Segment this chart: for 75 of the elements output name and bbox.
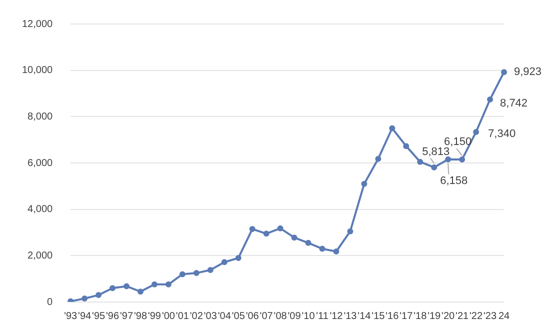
- point: [459, 156, 466, 163]
- point: [445, 156, 452, 162]
- point: [179, 271, 186, 278]
- point: [193, 270, 200, 276]
- x-tick-label: '22: [470, 310, 483, 322]
- point: [207, 267, 214, 274]
- point: [389, 125, 396, 132]
- data-label: 8,742: [500, 98, 528, 110]
- x-tick-label: '15: [372, 310, 386, 322]
- y-tick-label: 8,000: [28, 111, 54, 122]
- x-tick-label: '99: [148, 310, 162, 322]
- y-tick-label: 2,000: [28, 250, 54, 262]
- x-tick-label: '10: [302, 310, 316, 322]
- x-tick-label: '17: [400, 310, 414, 322]
- x-tick-label: '08: [274, 310, 288, 322]
- point: [431, 164, 438, 170]
- x-tick-label: '96: [106, 310, 120, 322]
- point: [361, 180, 368, 187]
- x-tick-label: '13: [344, 310, 358, 322]
- x-tick-label: '07: [260, 310, 274, 322]
- y-tick-label: 10,000: [22, 65, 54, 76]
- y-tick-label: 4,000: [28, 204, 54, 216]
- point: [137, 288, 144, 295]
- x-tick-label: '19: [428, 310, 442, 322]
- x-tick-label: '21: [456, 310, 470, 322]
- data-label: 9,923: [514, 66, 542, 78]
- x-tick-label: '11: [316, 310, 329, 322]
- point: [96, 292, 102, 298]
- x-tick-label: 24: [498, 310, 510, 322]
- x-tick-label: '04: [218, 310, 232, 322]
- x-tick-label: '18: [414, 310, 428, 322]
- point: [165, 281, 172, 288]
- y-tick-label: 0: [47, 296, 54, 308]
- x-tick-label: '06: [246, 310, 260, 322]
- point: [333, 248, 340, 254]
- point: [487, 96, 494, 102]
- point: [417, 158, 424, 165]
- point: [473, 128, 480, 135]
- data-label: 7,340: [488, 128, 516, 140]
- point: [501, 69, 507, 76]
- x-tick-label: '09: [288, 310, 302, 322]
- point: [124, 283, 130, 290]
- y-tick-label: 6,000: [28, 158, 54, 169]
- point: [403, 143, 410, 150]
- point: [110, 285, 116, 292]
- x-tick-label: '01: [176, 310, 190, 322]
- x-tick-label: '93: [64, 310, 78, 322]
- point: [319, 246, 326, 252]
- point: [277, 225, 284, 232]
- x-tick-label: '03: [204, 310, 218, 322]
- point: [151, 281, 158, 288]
- x-tick-label: '00: [162, 310, 176, 322]
- x-tick-label: '12: [330, 310, 344, 322]
- x-tick-label: '95: [92, 310, 106, 322]
- x-tick-label: '16: [386, 310, 400, 322]
- point: [249, 226, 256, 232]
- x-tick-label: '14: [358, 310, 372, 322]
- data-label: 5,813: [422, 146, 450, 158]
- x-tick-label: '23: [483, 310, 497, 322]
- x-tick-label: '20: [442, 310, 456, 322]
- point: [221, 259, 228, 266]
- point: [263, 230, 270, 237]
- x-tick-label: '94: [78, 310, 92, 322]
- x-tick-label: '97: [120, 310, 134, 322]
- x-tick-label: '98: [134, 310, 148, 322]
- point: [82, 296, 88, 302]
- point: [235, 254, 242, 261]
- point: [347, 228, 354, 234]
- data-label: 6,158: [440, 174, 468, 187]
- x-tick-label: '02: [190, 310, 204, 322]
- point: [375, 156, 382, 162]
- y-tick-label: 12,000: [22, 18, 54, 30]
- point: [291, 234, 298, 241]
- x-tick-label: '05: [232, 310, 246, 322]
- point: [305, 240, 312, 246]
